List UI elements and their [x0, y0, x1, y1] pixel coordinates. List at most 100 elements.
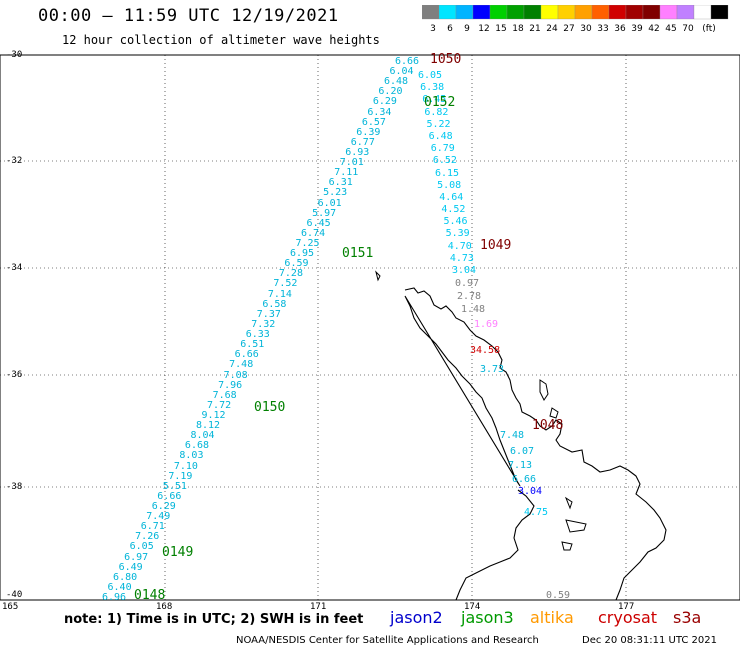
wave-height-label: 6.05	[129, 541, 154, 553]
wave-height-label: 6.95	[289, 248, 315, 260]
wave-height-label: 7.68	[212, 389, 237, 401]
graticule	[0, 55, 740, 600]
wave-height-label: 6.39	[356, 126, 381, 138]
wave-height-label: 6.66	[157, 490, 182, 502]
lat-label: -32	[6, 156, 23, 166]
wave-height-label: 7.13	[508, 460, 533, 471]
wave-height-label: 6.04	[389, 66, 414, 78]
wave-height-label: 5.51	[162, 480, 187, 492]
wave-height-label: 6.71	[140, 521, 165, 533]
wave-height-label: 5.39	[445, 228, 470, 240]
wave-height-label: 6.93	[345, 147, 370, 159]
legend-label: 39	[631, 24, 643, 34]
wave-height-label: 6.96	[102, 592, 127, 603]
north-island-coastline	[404, 287, 667, 601]
wave-height-label: 3.04	[452, 265, 477, 276]
wave-height-label: 5.08	[437, 179, 462, 191]
wave-height-label: 7.28	[278, 268, 303, 280]
satellite-label-s3a: s3a	[673, 608, 702, 627]
time-label-0148: 0148	[134, 588, 166, 603]
wave-height-label: 6.01	[317, 197, 342, 209]
legend-label: 24	[546, 24, 558, 34]
timestamp-text: Dec 20 08:31:11 UTC 2021	[582, 635, 717, 646]
wave-height-label: 9.12	[201, 409, 226, 421]
wave-height-label: 6.59	[284, 258, 309, 270]
wave-height-label: 4.70	[447, 240, 472, 252]
wave-height-label: 6.52	[432, 155, 457, 167]
wave-height-label: 7.25	[295, 238, 320, 250]
wave-height-label: 7.14	[267, 288, 292, 300]
wave-height-label: 7.96	[218, 379, 243, 391]
legend-label: 9	[464, 24, 470, 34]
wave-height-label: 6.74	[301, 227, 326, 239]
wave-height-label: 7.49	[146, 511, 171, 523]
wave-height-label: 6.15	[435, 167, 460, 179]
wave-height-label: 7.19	[168, 470, 193, 482]
wave-height-label: 6.33	[245, 329, 270, 341]
wave-height-label: 6.34	[367, 106, 392, 118]
time-label-0152: 0152	[424, 95, 456, 110]
wave-height-label: 8.12	[195, 420, 221, 432]
lon-label: 165	[2, 602, 19, 612]
legend-label: 42	[648, 24, 659, 34]
satellite-label-jason3: jason3	[461, 608, 514, 627]
satellite-label-cryosat: cryosat	[598, 608, 658, 627]
wave-height-label: 6.07	[510, 446, 535, 457]
wave-height-label: 6.97	[124, 551, 149, 563]
wave-height-label: 6.20	[378, 86, 403, 98]
wave-height-label: 6.68	[184, 440, 210, 452]
lon-label: 168	[156, 602, 173, 612]
wave-height-label: 6.66	[512, 474, 537, 485]
legend-label: 45	[665, 24, 676, 34]
wave-height-label: 6.05	[418, 70, 443, 81]
map-frame	[0, 54, 740, 601]
legend-label: 15	[495, 24, 506, 34]
wave-height-label: 6.49	[118, 561, 143, 573]
legend-label: 18	[512, 24, 524, 34]
wave-height-label: 3.04	[518, 486, 543, 497]
wave-height-label: 4.75	[524, 507, 549, 518]
legend-label: 6	[447, 24, 453, 34]
wave-height-label: 8.04	[190, 430, 215, 442]
time-label-1049: 1049	[480, 238, 512, 253]
wave-height-label: 6.80	[113, 571, 138, 583]
wave-height-label: 6.45	[422, 94, 447, 106]
wave-height-label: 6.79	[430, 143, 455, 155]
wave-height-label: 7.72	[207, 399, 232, 411]
wave-height-label: 6.38	[420, 82, 445, 94]
wave-height-label: 6.82	[424, 106, 449, 118]
lat-label: -30	[6, 50, 23, 60]
wave-height-label: 6.57	[361, 116, 386, 128]
lat-label: -36	[6, 370, 23, 380]
credit-text: NOAA/NESDIS Center for Satellite Applica…	[236, 635, 539, 646]
legend-label: 21	[529, 24, 540, 34]
wave-height-label: 6.45	[306, 217, 331, 229]
wave-height-label: 7.37	[256, 308, 281, 320]
lon-label: 171	[310, 602, 327, 612]
wave-height-label: 6.31	[328, 177, 353, 189]
wave-height-label: 7.10	[173, 460, 198, 472]
wave-height-label: 5.97	[312, 207, 337, 219]
coromandel-islands	[375, 270, 587, 551]
wave-height-label: 6.48	[428, 130, 453, 142]
map-subtitle: 12 hour collection of altimeter wave hei…	[62, 33, 380, 47]
wave-height-label: 6.29	[372, 96, 397, 108]
wave-height-label: 6.66	[395, 56, 420, 67]
wave-height-label: 0.59	[546, 590, 571, 601]
map-title: 00:00 – 11:59 UTC 12/19/2021	[38, 6, 339, 26]
time-label-1050: 1050	[430, 52, 462, 67]
time-label-1048: 1048	[532, 418, 564, 433]
footer-note: note: 1) Time is in UTC; 2) SWH is in fe…	[64, 612, 364, 627]
time-label-0149: 0149	[162, 545, 194, 560]
lat-label: -40	[6, 590, 23, 600]
wave-height-label: 7.11	[334, 167, 359, 179]
wave-height-label: 0.97	[455, 278, 480, 289]
color-legend: 3 6 9 12 15 18 21 24 27 30 33 36 39 42 45 70 (ft)	[421, 4, 732, 39]
wave-height-label: 6.58	[262, 298, 287, 310]
wave-height-label: 1.69	[474, 319, 499, 330]
lon-label: 177	[618, 602, 635, 612]
legend-swatch	[710, 4, 729, 20]
legend-label: 70	[682, 24, 694, 34]
wave-height-label: 4.52	[441, 204, 466, 216]
wave-height-label: 5.23	[323, 187, 348, 199]
